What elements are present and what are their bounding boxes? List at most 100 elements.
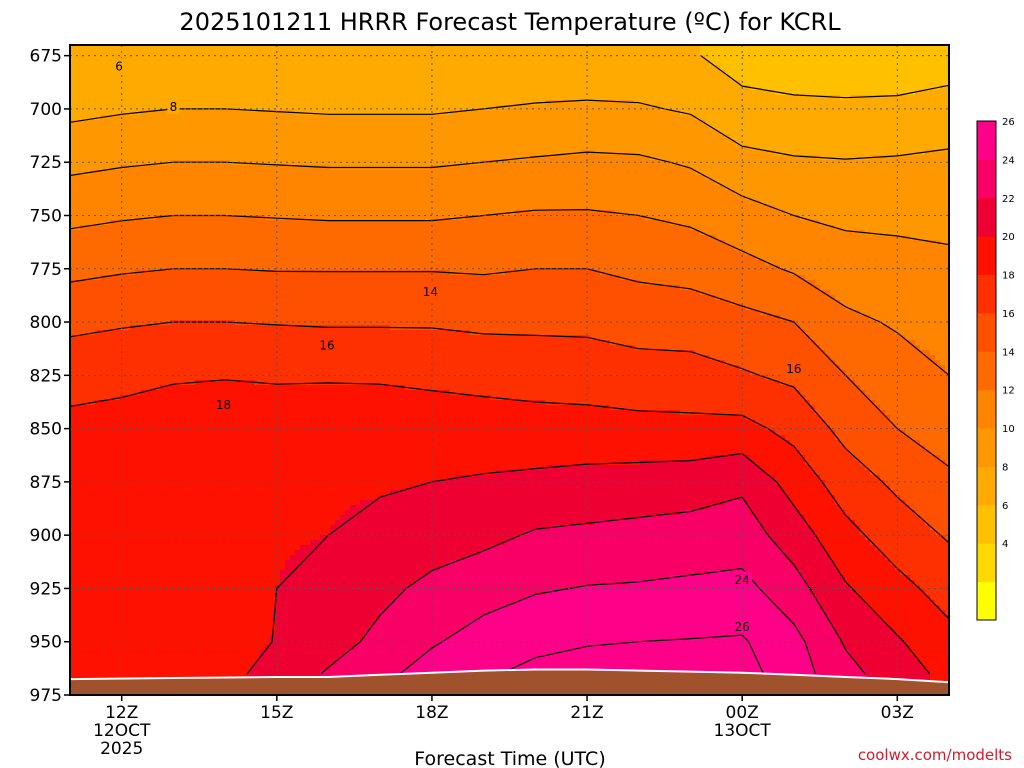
temperature-cell bbox=[165, 115, 171, 121]
temperature-cell bbox=[690, 120, 696, 126]
temperature-cell bbox=[355, 120, 361, 126]
temperature-cell bbox=[775, 155, 781, 161]
temperature-cell bbox=[375, 75, 381, 81]
temperature-cell bbox=[230, 85, 236, 91]
temperature-cell bbox=[710, 130, 716, 136]
temperature-cell bbox=[875, 100, 881, 106]
temperature-cell bbox=[800, 140, 806, 146]
temperature-cell bbox=[530, 110, 536, 116]
temperature-cell bbox=[100, 60, 106, 66]
temperature-cell bbox=[400, 105, 406, 111]
temperature-cell bbox=[625, 130, 631, 136]
temperature-cell bbox=[830, 145, 836, 151]
temperature-cell bbox=[140, 90, 146, 96]
temperature-cell bbox=[905, 165, 911, 171]
temperature-cell bbox=[295, 170, 301, 176]
temperature-cell bbox=[940, 140, 946, 146]
temperature-cell bbox=[735, 155, 741, 161]
temperature-cell bbox=[615, 75, 621, 81]
temperature-cell bbox=[435, 110, 441, 116]
temperature-cell bbox=[520, 175, 526, 181]
temperature-cell bbox=[305, 145, 311, 151]
temperature-cell bbox=[75, 60, 81, 66]
temperature-cell bbox=[605, 105, 611, 111]
temperature-cell bbox=[160, 65, 166, 71]
temperature-cell bbox=[395, 175, 401, 181]
temperature-cell bbox=[910, 75, 916, 81]
temperature-cell bbox=[200, 180, 206, 186]
temperature-cell bbox=[810, 120, 816, 126]
temperature-cell bbox=[305, 140, 311, 146]
temperature-cell bbox=[865, 170, 871, 176]
temperature-cell bbox=[500, 170, 506, 176]
temperature-cell bbox=[300, 90, 306, 96]
temperature-cell bbox=[550, 60, 556, 66]
temperature-cell bbox=[225, 50, 231, 56]
temperature-cell bbox=[495, 100, 501, 106]
temperature-cell bbox=[835, 80, 841, 86]
temperature-cell bbox=[100, 95, 106, 101]
temperature-cell bbox=[550, 95, 556, 101]
temperature-cell bbox=[115, 120, 121, 126]
temperature-cell bbox=[595, 145, 601, 151]
temperature-cell bbox=[245, 115, 251, 121]
temperature-cell bbox=[785, 50, 791, 56]
temperature-cell bbox=[445, 160, 451, 166]
temperature-cell bbox=[350, 120, 356, 126]
temperature-cell bbox=[870, 150, 876, 156]
temperature-cell bbox=[600, 155, 606, 161]
temperature-cell bbox=[445, 180, 451, 186]
temperature-cell bbox=[315, 110, 321, 116]
temperature-cell bbox=[865, 75, 871, 81]
temperature-cell bbox=[845, 160, 851, 166]
temperature-cell bbox=[260, 180, 266, 186]
temperature-cell bbox=[710, 115, 716, 121]
temperature-cell bbox=[415, 155, 421, 161]
temperature-cell bbox=[125, 95, 131, 101]
temperature-cell bbox=[335, 75, 341, 81]
temperature-cell bbox=[75, 150, 81, 156]
temperature-cell bbox=[605, 155, 611, 161]
temperature-cell bbox=[680, 150, 686, 156]
temperature-cell bbox=[300, 100, 306, 106]
temperature-cell bbox=[170, 50, 176, 56]
temperature-cell bbox=[800, 130, 806, 136]
temperature-cell bbox=[355, 185, 361, 191]
temperature-cell bbox=[195, 75, 201, 81]
temperature-cell bbox=[915, 95, 921, 101]
temperature-cell bbox=[390, 120, 396, 126]
temperature-cell bbox=[75, 110, 81, 116]
temperature-cell bbox=[335, 155, 341, 161]
temperature-cell bbox=[715, 170, 721, 176]
temperature-cell bbox=[420, 85, 426, 91]
temperature-cell bbox=[475, 130, 481, 136]
temperature-cell bbox=[640, 180, 646, 186]
temperature-cell bbox=[865, 95, 871, 101]
temperature-cell bbox=[175, 85, 181, 91]
temperature-cell bbox=[530, 125, 536, 131]
temperature-cell bbox=[140, 130, 146, 136]
temperature-cell bbox=[160, 95, 166, 101]
temperature-cell bbox=[640, 165, 646, 171]
temperature-cell bbox=[120, 135, 126, 141]
temperature-cell bbox=[695, 120, 701, 126]
temperature-cell bbox=[635, 155, 641, 161]
temperature-cell bbox=[115, 180, 121, 186]
temperature-cell bbox=[315, 145, 321, 151]
temperature-cell bbox=[275, 135, 281, 141]
temperature-cell bbox=[770, 80, 776, 86]
temperature-cell bbox=[795, 80, 801, 86]
temperature-cell bbox=[500, 105, 506, 111]
temperature-cell bbox=[390, 115, 396, 121]
temperature-cell bbox=[870, 50, 876, 56]
temperature-cell bbox=[250, 70, 256, 76]
temperature-cell bbox=[140, 180, 146, 186]
temperature-cell bbox=[625, 80, 631, 86]
temperature-cell bbox=[440, 170, 446, 176]
temperature-cell bbox=[240, 155, 246, 161]
temperature-cell bbox=[630, 145, 636, 151]
temperature-cell bbox=[510, 165, 516, 171]
temperature-cell bbox=[905, 75, 911, 81]
temperature-cell bbox=[245, 185, 251, 191]
temperature-cell bbox=[555, 140, 561, 146]
